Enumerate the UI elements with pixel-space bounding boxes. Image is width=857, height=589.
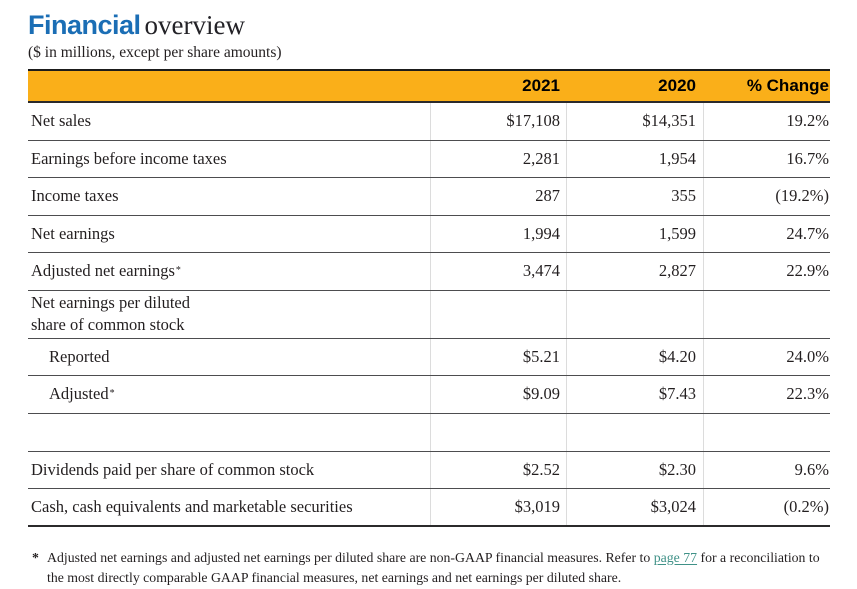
row-label: Reported — [49, 346, 110, 366]
table-row: Net sales $17,108 $14,351 19.2% — [28, 103, 830, 141]
row-label: Net earnings — [31, 223, 115, 243]
table-row: Adjusted * $9.09 $7.43 22.3% — [28, 376, 830, 414]
table-row: Adjusted net earnings * 3,474 2,827 22.9% — [28, 253, 830, 291]
footnote-text-pre: Adjusted net earnings and adjusted net e… — [47, 549, 654, 565]
value-2020: $7.43 — [566, 376, 703, 413]
value-2021: 3,474 — [430, 253, 566, 290]
value-2021 — [430, 413, 566, 451]
header-cell-percent-change: % Change — [746, 76, 829, 95]
table-row: Dividends paid per share of common stock… — [28, 451, 830, 489]
value-percent-change: (19.2%) — [703, 178, 830, 215]
value-2021: 2,281 — [430, 140, 566, 177]
footnote-text: Adjusted net earnings and adjusted net e… — [47, 548, 834, 589]
row-label: Earnings before income taxes — [31, 148, 227, 168]
value-2020: $4.20 — [566, 338, 703, 375]
row-label: Cash, cash equivalents and marketable se… — [31, 496, 353, 516]
header-cell-2021: 2021 — [522, 76, 560, 95]
financial-table: 2021 2020 % Change Net sales $17,108 $14,3… — [28, 69, 830, 527]
value-percent-change: 9.6% — [703, 451, 830, 488]
value-percent-change: 16.7% — [703, 140, 830, 177]
value-2020: 355 — [566, 178, 703, 215]
value-2020: 1,954 — [566, 140, 703, 177]
row-label — [28, 414, 430, 451]
value-percent-change: 22.9% — [703, 253, 830, 290]
value-percent-change: 24.7% — [703, 215, 830, 252]
value-percent-change — [703, 413, 830, 451]
page-title: Financial overview — [28, 10, 830, 41]
row-label: Adjusted * — [49, 384, 115, 404]
value-percent-change: 22.3% — [703, 376, 830, 413]
units-note: ($ in millions, except per share amounts… — [28, 44, 282, 61]
table-row: Net earnings per diluted share of common … — [28, 290, 830, 339]
page-77-link[interactable]: page 77 — [653, 549, 698, 565]
header-cell-2020: 2020 — [658, 76, 696, 95]
table-row: Net earnings 1,994 1,599 24.7% — [28, 215, 830, 253]
value-percent-change: (0.2%) — [703, 489, 830, 525]
value-2020: $14,351 — [566, 103, 703, 140]
value-2021: $3,019 — [430, 489, 566, 525]
value-2020: 2,827 — [566, 253, 703, 290]
table-row: Reported $5.21 $4.20 24.0% — [28, 338, 830, 376]
table-row — [28, 413, 830, 452]
value-2020: $2.30 — [566, 451, 703, 488]
value-2021: 1,994 — [430, 215, 566, 252]
table-row: Cash, cash equivalents and marketable se… — [28, 489, 830, 527]
page-title-rest: overview — [144, 10, 245, 40]
row-label: Net sales — [31, 111, 92, 131]
footnote-asterisk: * — [32, 549, 39, 565]
value-percent-change — [703, 290, 830, 338]
page-title-emphasis: Financial — [28, 10, 141, 40]
value-2020 — [566, 413, 703, 451]
table-row: Earnings before income taxes 2,281 1,954 16… — [28, 140, 830, 178]
table-body: Net sales $17,108 $14,351 19.2% Earnings bef… — [28, 103, 830, 527]
value-2020 — [566, 290, 703, 338]
value-percent-change: 19.2% — [703, 103, 830, 140]
value-2021: $17,108 — [430, 103, 566, 140]
value-percent-change: 24.0% — [703, 338, 830, 375]
row-label: Dividends paid per share of common stock — [31, 459, 315, 479]
value-2021 — [430, 290, 566, 338]
row-label: Income taxes — [31, 186, 119, 206]
row-label: Adjusted net earnings * — [31, 261, 181, 281]
table-row: Income taxes 287 355 (19.2%) — [28, 178, 830, 216]
value-2020: 1,599 — [566, 215, 703, 252]
value-2021: 287 — [430, 178, 566, 215]
value-2021: $9.09 — [430, 376, 566, 413]
value-2020: $3,024 — [566, 489, 703, 525]
value-2021: $2.52 — [430, 451, 566, 488]
footnote-text-post: for a reconciliation to the most directl… — [47, 549, 820, 586]
header-cell-empty — [28, 71, 430, 101]
table-header-row: 2021 2020 % Change — [28, 69, 830, 103]
footnote: * Adjusted net earnings and adjusted net… — [28, 548, 834, 589]
value-2021: $5.21 — [430, 338, 566, 375]
row-label: Net earnings per diluted share of common … — [31, 292, 190, 334]
